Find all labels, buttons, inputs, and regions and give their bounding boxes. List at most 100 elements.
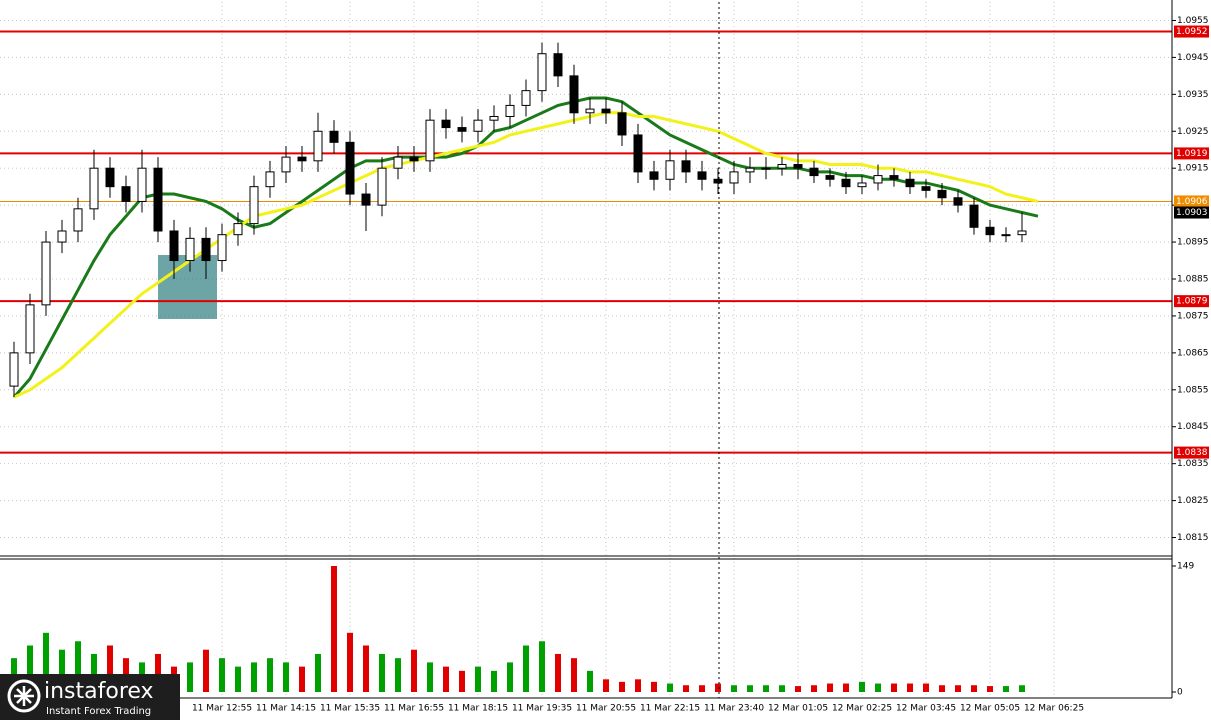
volume-bar xyxy=(763,685,769,692)
candle-body xyxy=(25,304,35,354)
volume-bar xyxy=(619,681,625,692)
candle-body xyxy=(841,178,851,188)
candle-body xyxy=(329,130,339,143)
candle-body xyxy=(745,167,755,173)
x-tick-label: 12 Mar 02:25 xyxy=(832,704,892,714)
candle-body xyxy=(761,167,771,170)
candle-body xyxy=(105,167,115,188)
candle-body xyxy=(137,167,147,202)
candle-body xyxy=(697,171,707,180)
level-label-box xyxy=(1174,25,1209,38)
volume-bar xyxy=(283,662,289,692)
price-label: 1.0903 xyxy=(1176,208,1208,218)
candle-body xyxy=(729,171,739,184)
volume-bar xyxy=(555,653,561,692)
volume-bar xyxy=(875,683,881,692)
volume-bar xyxy=(443,666,449,692)
candle-body xyxy=(281,156,291,173)
logo-name: instaforex xyxy=(44,679,154,704)
candle-body xyxy=(185,237,195,262)
y-tick-label: 1.0945 xyxy=(1177,53,1209,63)
y-tick-label: 1.0855 xyxy=(1177,385,1209,395)
candle-body xyxy=(649,171,659,180)
volume-bar xyxy=(731,685,737,692)
candle-body xyxy=(489,115,499,121)
volume-bar xyxy=(411,649,417,692)
y-tick-label: 1.0895 xyxy=(1177,238,1209,248)
logo-tagline: Instant Forex Trading xyxy=(46,706,151,717)
volume-bar xyxy=(59,649,65,692)
x-tick-label: 11 Mar 15:35 xyxy=(320,704,380,714)
candle-body xyxy=(89,167,99,210)
volume-bar xyxy=(715,683,721,692)
candle-body xyxy=(377,167,387,206)
candle-body xyxy=(265,171,275,188)
candle-body xyxy=(665,160,675,180)
y-tick-label: 1.0865 xyxy=(1177,348,1209,358)
x-tick-label: 11 Mar 19:35 xyxy=(512,704,572,714)
candle-body xyxy=(857,182,867,188)
volume-bar xyxy=(427,662,433,692)
candle-body xyxy=(393,156,403,169)
candle-body xyxy=(409,156,419,162)
candle-body xyxy=(297,156,307,162)
candle-body xyxy=(153,167,163,232)
volume-bar xyxy=(347,632,353,692)
x-tick-label: 11 Mar 12:55 xyxy=(192,704,252,714)
x-tick-label: 11 Mar 16:55 xyxy=(384,704,444,714)
volume-bar xyxy=(219,658,225,692)
candle-body xyxy=(713,178,723,184)
candle-body xyxy=(425,119,435,162)
candle-body xyxy=(617,112,627,136)
candle-body xyxy=(361,193,371,206)
volume-bar xyxy=(811,685,817,692)
y-tick-label: 1.0825 xyxy=(1177,496,1209,506)
candle-body xyxy=(57,230,67,243)
candle-body xyxy=(313,130,323,162)
volume-bar xyxy=(491,670,497,692)
volume-bar xyxy=(251,662,257,692)
volume-bar xyxy=(571,658,577,692)
volume-bar xyxy=(891,683,897,692)
y-tick-label: 1.0925 xyxy=(1177,127,1209,137)
volume-bar xyxy=(795,686,801,692)
x-tick-label: 12 Mar 01:05 xyxy=(768,704,828,714)
candle-body xyxy=(601,108,611,114)
candle-body xyxy=(201,237,211,262)
candle-body xyxy=(825,175,835,180)
volume-bar xyxy=(331,566,337,692)
volume-bar xyxy=(315,653,321,692)
volume-bar xyxy=(507,662,513,692)
volume-bar xyxy=(939,685,945,692)
volume-bar xyxy=(91,653,97,692)
candle-body xyxy=(1001,234,1011,237)
candle-body xyxy=(681,160,691,173)
logo: instaforex Instant Forex Trading xyxy=(0,674,180,720)
x-tick-label: 11 Mar 20:55 xyxy=(576,704,636,714)
volume-bar xyxy=(699,685,705,692)
candle-body xyxy=(473,119,483,132)
volume-bar xyxy=(635,679,641,692)
volume-bar xyxy=(827,683,833,692)
x-tick-label: 11 Mar 18:15 xyxy=(448,704,508,714)
candle-body xyxy=(585,108,595,114)
candle-body xyxy=(633,134,643,173)
y-tick-label: 1.0815 xyxy=(1177,533,1209,543)
volume-bar xyxy=(27,645,33,692)
x-tick-label: 12 Mar 03:45 xyxy=(896,704,956,714)
level-label: 1.0919 xyxy=(1176,149,1208,159)
volume-bar xyxy=(603,679,609,692)
moving-average xyxy=(12,96,1039,399)
volume-bar xyxy=(859,681,865,692)
volume-bar xyxy=(299,666,305,692)
candle-body xyxy=(457,127,467,132)
level-label: 1.0879 xyxy=(1176,297,1208,307)
candle-body xyxy=(233,223,243,236)
level-label: 1.0838 xyxy=(1176,448,1208,458)
candle-body xyxy=(345,141,355,195)
y-tick-label: 1.0835 xyxy=(1177,459,1209,469)
candle-body xyxy=(553,53,563,77)
candle-body xyxy=(41,241,51,306)
y-tick-label: 1.0935 xyxy=(1177,90,1209,100)
